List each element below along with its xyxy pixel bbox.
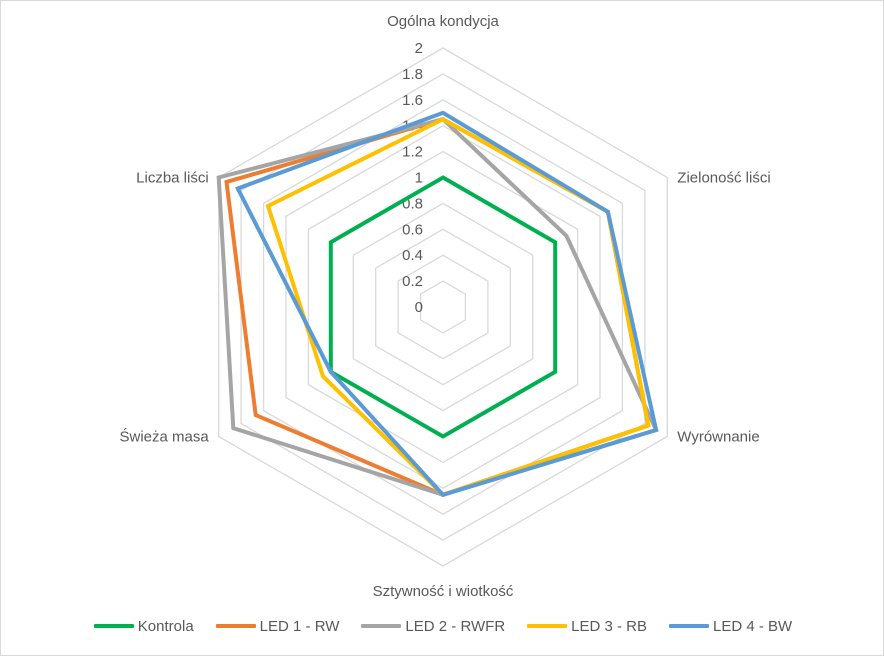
tick-label: 1.8 [402,66,423,83]
series-line-led-2-rwfr [216,116,659,497]
legend-item-led-1-rw: LED 1 - RW [215,617,340,635]
gridline-ring [375,228,511,386]
legend-label: LED 3 - RB [571,617,648,635]
legend-item-led-4-bw: LED 4 - BW [669,618,792,635]
legend-label: LED 4 - BW [713,617,793,635]
tick-labels: 00.20.40.60.811.21.41.61.82 [402,40,423,316]
gridline-ring [307,150,579,464]
series-line-kontrola [328,175,558,439]
axis-labels: Ogólna kondycja Zieloność liści Wyrównanie… [119,13,770,600]
gridline-ring [240,73,646,541]
gridline-ring [352,202,534,412]
legend-label: LED 1 - RW [259,617,340,635]
gridline-ring [397,254,489,360]
tick-label: 1.6 [402,92,423,109]
gridline-ring [262,99,624,515]
tick-label: 1.2 [402,144,423,161]
axis-label-liczba-lisci: Liczba liści [136,170,209,187]
legend-swatch [527,624,568,628]
legend-item-kontrola: Kontrola [93,617,194,635]
axis-label-ogolna-kondycja: Ogólna kondycja [387,13,499,30]
axis-label-sztywnosc-i-wiotkosc: Sztywność i wiotkość [373,583,514,600]
legend-swatch [215,624,256,628]
gridline-ring [419,280,467,334]
series-layer [216,110,659,498]
radar-chart: 00.20.40.60.811.21.41.61.82 Ogólna kondy… [119,13,770,600]
axis-label-wyrownanie: Wyrównanie [677,429,759,446]
legend-item-led-2-rwfr: LED 2 - RWFR [361,618,505,635]
axis-label-zielonosc-lisci: Zieloność liści [677,170,770,187]
series-line-led-3-rb [265,116,651,498]
tick-label: 0.6 [402,221,423,238]
tick-label: 0 [415,299,423,316]
axis-label-swieza-masa: Świeża masa [119,428,209,446]
legend-swatch [669,624,710,628]
series-line-led-1-rw [224,117,651,497]
tick-label: 2 [415,40,423,57]
tick-label: 0.2 [402,273,423,290]
legend-label: Kontrola [137,617,194,635]
legend-swatch [93,624,134,628]
legend: Kontrola LED 1 - RW LED 2 - RWFR LED 3 - RB… [1,613,884,639]
legend-label: LED 2 - RWFR [405,617,506,635]
tick-label: 0.4 [402,247,423,264]
legend-item-led-3-rb: LED 3 - RB [527,618,647,635]
gridline-ring [330,176,556,438]
gridline-ring [285,124,601,490]
tick-label: 1 [415,170,423,187]
legend-swatch [361,624,402,628]
